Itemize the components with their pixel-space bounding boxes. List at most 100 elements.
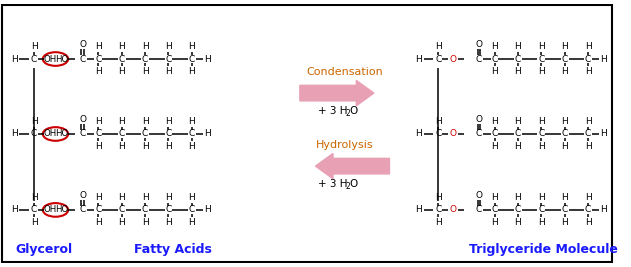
Text: O: O [80, 191, 86, 200]
FancyArrow shape [316, 154, 389, 179]
Text: HO: HO [55, 129, 68, 139]
Text: H: H [538, 117, 545, 126]
Text: O: O [449, 205, 456, 214]
Text: C: C [95, 129, 102, 139]
Text: H: H [538, 193, 545, 202]
Text: C: C [31, 205, 37, 214]
Text: H: H [585, 67, 591, 76]
Text: H: H [119, 193, 125, 202]
Text: C: C [80, 205, 86, 214]
Text: H: H [95, 218, 102, 227]
Text: C: C [585, 129, 591, 139]
Text: H: H [585, 142, 591, 151]
Text: H: H [189, 218, 195, 227]
Text: C: C [476, 54, 482, 64]
Text: H: H [119, 142, 125, 151]
FancyBboxPatch shape [2, 5, 613, 262]
Text: H: H [600, 129, 607, 139]
Text: C: C [515, 54, 521, 64]
Text: C: C [165, 205, 172, 214]
Text: H: H [204, 205, 211, 214]
Text: C: C [585, 54, 591, 64]
Text: H: H [435, 218, 442, 227]
Text: H: H [142, 42, 148, 51]
Text: C: C [435, 54, 441, 64]
Text: H: H [165, 117, 172, 126]
Text: H: H [538, 218, 545, 227]
Text: H: H [515, 193, 521, 202]
Text: C: C [119, 129, 125, 139]
Text: H: H [491, 42, 498, 51]
Text: C: C [562, 205, 568, 214]
Text: C: C [189, 205, 195, 214]
Text: C: C [538, 129, 545, 139]
Text: OH: OH [43, 205, 56, 214]
Text: H: H [600, 205, 607, 214]
Text: C: C [165, 54, 172, 64]
Text: C: C [492, 54, 498, 64]
Text: H: H [142, 193, 148, 202]
Text: C: C [119, 54, 125, 64]
Text: OH: OH [43, 129, 56, 139]
Text: O: O [476, 115, 483, 124]
Text: H: H [95, 193, 102, 202]
Text: H: H [491, 218, 498, 227]
Text: Condensation: Condensation [306, 67, 383, 77]
Text: H: H [415, 54, 422, 64]
Text: C: C [435, 129, 441, 139]
Text: C: C [31, 129, 37, 139]
Text: O: O [476, 191, 483, 200]
Text: C: C [95, 54, 102, 64]
Text: H: H [491, 67, 498, 76]
Text: O: O [350, 179, 358, 189]
Text: H: H [165, 193, 172, 202]
Text: O: O [449, 54, 456, 64]
Text: C: C [189, 54, 195, 64]
Text: Glycerol: Glycerol [15, 243, 73, 256]
Text: H: H [538, 67, 545, 76]
Text: + 3 H: + 3 H [318, 106, 348, 116]
Text: H: H [11, 54, 18, 64]
Text: H: H [189, 142, 195, 151]
Text: H: H [31, 218, 37, 227]
Text: H: H [142, 67, 148, 76]
Text: C: C [562, 54, 568, 64]
Text: H: H [415, 205, 422, 214]
Text: C: C [95, 205, 102, 214]
Text: H: H [585, 117, 591, 126]
Text: C: C [476, 205, 482, 214]
Text: H: H [204, 129, 211, 139]
Text: C: C [119, 205, 125, 214]
Text: C: C [435, 205, 441, 214]
Text: H: H [515, 117, 521, 126]
Text: C: C [165, 129, 172, 139]
Text: C: C [80, 54, 86, 64]
Text: C: C [538, 205, 545, 214]
Text: C: C [562, 129, 568, 139]
Text: H: H [119, 67, 125, 76]
Text: O: O [449, 129, 456, 139]
Text: 2: 2 [345, 109, 350, 118]
Text: H: H [515, 142, 521, 151]
Text: C: C [189, 129, 195, 139]
Text: H: H [562, 117, 568, 126]
Text: H: H [585, 193, 591, 202]
Text: C: C [492, 205, 498, 214]
Text: H: H [189, 67, 195, 76]
Text: C: C [538, 54, 545, 64]
Text: C: C [585, 205, 591, 214]
Text: HO: HO [55, 205, 68, 214]
Text: O: O [80, 115, 86, 124]
Text: H: H [562, 218, 568, 227]
Text: H: H [119, 42, 125, 51]
Text: H: H [142, 117, 148, 126]
Text: H: H [585, 218, 591, 227]
FancyArrow shape [300, 80, 374, 106]
Text: H: H [31, 117, 37, 126]
Text: H: H [562, 42, 568, 51]
Text: H: H [119, 218, 125, 227]
Text: H: H [31, 193, 37, 202]
Text: H: H [562, 193, 568, 202]
Text: Fatty Acids: Fatty Acids [134, 243, 212, 256]
Text: C: C [31, 54, 37, 64]
